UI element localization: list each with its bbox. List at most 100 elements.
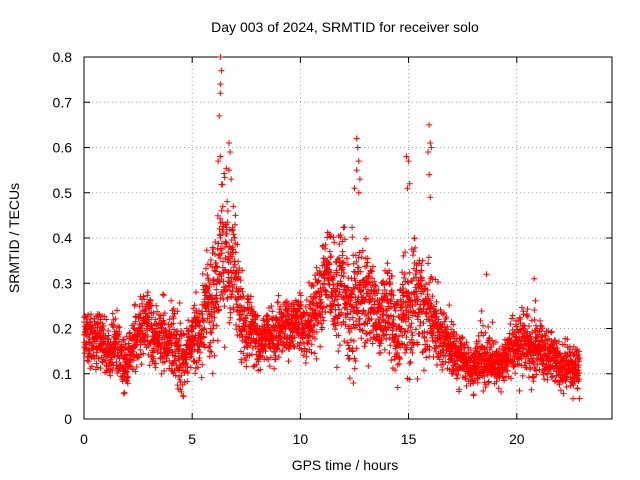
data-point bbox=[410, 289, 417, 296]
data-point bbox=[124, 373, 131, 380]
data-point bbox=[396, 354, 403, 361]
data-point bbox=[339, 266, 346, 273]
data-point bbox=[495, 385, 502, 392]
data-point bbox=[426, 171, 433, 178]
data-point bbox=[384, 260, 391, 267]
data-point bbox=[344, 310, 351, 317]
data-point bbox=[122, 341, 129, 348]
data-point bbox=[563, 383, 570, 390]
data-point bbox=[223, 240, 230, 247]
data-point bbox=[516, 387, 523, 394]
data-point bbox=[538, 327, 545, 334]
data-point bbox=[507, 320, 514, 327]
data-point bbox=[419, 308, 426, 315]
data-point bbox=[349, 234, 356, 241]
data-point bbox=[331, 318, 338, 325]
data-point bbox=[545, 328, 552, 335]
data-point bbox=[355, 308, 362, 315]
data-point bbox=[456, 386, 463, 393]
y-tick-label: 0.6 bbox=[53, 140, 73, 156]
data-point bbox=[498, 388, 505, 395]
data-point bbox=[213, 268, 219, 275]
data-point bbox=[115, 323, 122, 330]
data-point bbox=[544, 376, 551, 383]
data-point bbox=[337, 232, 344, 239]
data-point bbox=[512, 370, 519, 377]
data-point bbox=[221, 344, 228, 351]
data-point bbox=[148, 314, 155, 321]
data-point bbox=[346, 329, 353, 336]
data-point bbox=[290, 343, 297, 350]
data-point bbox=[345, 356, 352, 363]
data-point bbox=[404, 342, 411, 349]
data-point bbox=[313, 264, 320, 271]
data-point bbox=[281, 331, 288, 338]
data-point bbox=[524, 306, 531, 313]
data-point bbox=[478, 307, 485, 314]
data-point bbox=[320, 317, 327, 324]
data-point bbox=[174, 382, 181, 389]
data-point bbox=[435, 278, 442, 285]
data-point bbox=[358, 254, 365, 261]
data-point bbox=[386, 267, 393, 274]
data-point bbox=[259, 353, 266, 360]
data-point bbox=[377, 349, 384, 356]
data-point bbox=[411, 235, 418, 242]
data-point bbox=[570, 395, 577, 402]
data-point bbox=[292, 323, 299, 330]
data-point bbox=[350, 321, 357, 328]
data-point bbox=[388, 296, 395, 303]
data-point bbox=[302, 360, 309, 367]
data-point bbox=[499, 373, 506, 380]
data-point bbox=[194, 314, 201, 321]
data-point bbox=[206, 343, 213, 350]
data-point bbox=[353, 258, 360, 265]
data-point bbox=[322, 309, 329, 316]
data-point bbox=[475, 338, 482, 345]
data-point bbox=[273, 316, 280, 323]
data-point bbox=[363, 331, 370, 338]
data-point bbox=[255, 358, 262, 365]
data-point bbox=[421, 285, 428, 292]
data-point bbox=[184, 369, 191, 376]
data-point bbox=[83, 346, 90, 353]
data-point bbox=[481, 373, 488, 380]
data-point bbox=[222, 266, 229, 273]
data-point bbox=[235, 258, 242, 265]
data-point bbox=[403, 153, 410, 160]
data-point bbox=[207, 348, 214, 355]
data-point bbox=[167, 323, 174, 330]
data-point bbox=[190, 305, 197, 312]
data-point bbox=[383, 336, 390, 343]
data-point bbox=[322, 241, 329, 248]
data-point bbox=[168, 297, 175, 304]
data-point bbox=[339, 260, 346, 267]
data-point bbox=[453, 342, 460, 349]
data-point bbox=[214, 263, 221, 270]
data-point bbox=[125, 374, 132, 381]
data-point bbox=[441, 318, 448, 325]
data-point bbox=[363, 280, 370, 287]
data-point bbox=[426, 279, 433, 286]
data-point bbox=[229, 253, 236, 260]
y-tick-label: 0.1 bbox=[53, 366, 73, 382]
data-point bbox=[289, 338, 296, 345]
data-point bbox=[360, 307, 367, 314]
data-point bbox=[297, 292, 304, 299]
data-point bbox=[323, 288, 330, 295]
data-point bbox=[200, 326, 207, 333]
data-point bbox=[141, 296, 148, 303]
data-point bbox=[344, 339, 351, 346]
data-point bbox=[262, 348, 269, 355]
data-point bbox=[214, 299, 221, 306]
data-point bbox=[132, 342, 139, 349]
data-point bbox=[489, 337, 496, 344]
y-axis-title: SRMTID / TECUs bbox=[6, 183, 22, 293]
data-point bbox=[512, 333, 519, 340]
data-point bbox=[485, 323, 492, 330]
data-point bbox=[408, 320, 415, 327]
data-point bbox=[401, 341, 408, 348]
data-point bbox=[183, 349, 190, 356]
data-point bbox=[308, 341, 315, 348]
data-point bbox=[427, 322, 434, 329]
